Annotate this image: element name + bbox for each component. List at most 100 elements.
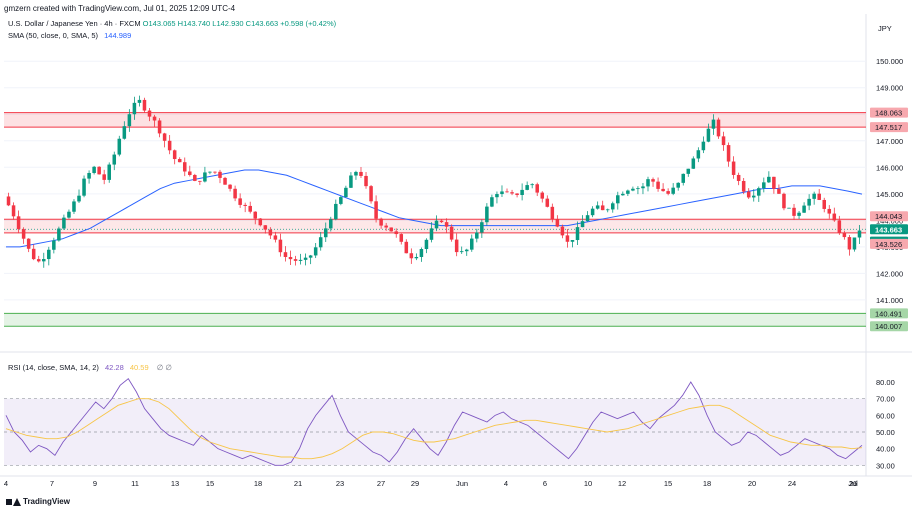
candle-body [706,128,711,142]
candle-body [82,178,86,196]
candle-body [585,215,590,222]
candle-body [626,190,630,194]
candle-body [716,119,721,137]
price-label-resistance: 143.526 [875,240,902,249]
candle-body [404,241,409,254]
price-label-resistance: 147.517 [875,123,902,132]
time-tick-label: 18 [703,479,711,488]
rsi-ma-value: 40.59 [129,363,149,372]
currency-label[interactable]: JPY [878,24,892,33]
time-tick-label: 21 [294,479,302,488]
symbol-legend[interactable]: U.S. Dollar / Japanese Yen · 4h · FXCM O… [8,19,336,28]
candle-body [701,141,706,151]
sma-legend[interactable]: SMA (50, close, 0, SMA, 5) 144.989 [8,31,131,40]
rsi-tick-label: 60.00 [876,411,895,420]
candle-body [379,218,383,226]
price-tick-label: 150.000 [876,57,903,66]
candle-body [238,198,242,205]
candle-body [92,166,96,173]
tradingview-logo[interactable]: TradingView [6,497,70,506]
candle-body [157,120,162,134]
candle-body [464,249,469,252]
candle-body [545,198,550,207]
candle-body [817,193,821,200]
candle-body [661,188,665,192]
candle-body [97,166,101,175]
candle-body [243,204,247,206]
time-tick-label: 15 [664,479,672,488]
time-tick-label: 18 [254,479,262,488]
candle-body [646,179,650,187]
brand-label: TradingView [23,497,70,506]
candle-body [736,174,741,181]
candle-body [112,154,117,165]
candle-body [399,234,404,242]
candle-body [132,102,137,115]
candle-body [837,220,842,233]
rsi-tick-label: 40.00 [876,445,895,454]
rsi-legend[interactable]: RSI (14, close, SMA, 14, 2) 42.28 40.59 … [8,363,172,372]
candle-body [449,226,454,240]
candle-body [621,193,625,196]
candle-body [721,136,726,146]
price-label-bg [870,238,908,249]
price-tick-label: 142.000 [876,269,903,278]
candle-body [792,207,796,216]
candle-body [485,206,489,223]
candle-body [470,238,474,250]
candle-body [26,238,31,249]
candle-body [344,187,348,198]
price-tick-label: 141.000 [876,296,903,305]
candle-body [459,251,464,253]
candle-body [47,249,51,260]
candle-body [565,235,570,242]
candle-body [369,186,373,202]
candle-body [595,205,600,209]
candle-body [409,253,414,259]
candle-body [797,212,801,216]
candle-body [172,150,177,160]
candle-body [741,180,746,192]
candle-body [731,161,736,175]
candle-body [550,206,555,220]
candle-body [72,201,76,212]
candles [6,95,862,268]
candle-body [751,195,756,198]
candle-body [394,231,398,235]
candle-body [807,198,811,206]
candle-body [253,211,258,219]
candle-body [590,208,595,216]
candle-body [268,229,273,236]
candle-body [424,239,429,250]
candle-body [616,195,620,204]
candle-body [691,158,696,169]
candle-body [787,207,791,209]
candle-body [193,174,197,181]
candle-body [258,218,263,226]
rsi-extra: ∅ ∅ [156,363,172,372]
time-tick-label: 10 [584,479,592,488]
price-label-resistance: 144.043 [875,212,902,221]
time-tick-label: 9 [93,479,97,488]
candle-body [213,171,217,173]
candle-body [535,184,539,193]
candle-body [580,221,585,228]
candle-body [223,177,227,185]
candle-body [233,188,237,199]
time-tick-label: 7 [50,479,54,488]
time-tick-label: 29 [411,479,419,488]
candle-body [127,114,132,127]
candle-body [87,172,91,179]
candle-body [495,194,499,198]
candle-body [273,235,278,240]
price-axis: 150.000149.000148.000147.000146.000145.0… [870,57,908,470]
candle-body [339,197,343,204]
rsi-line [5,377,863,466]
candle-body [334,203,338,220]
candle-body [107,164,111,180]
candle-body [283,252,288,258]
candle-body [560,226,565,236]
candle-body [847,237,852,250]
candle-body [666,191,670,194]
